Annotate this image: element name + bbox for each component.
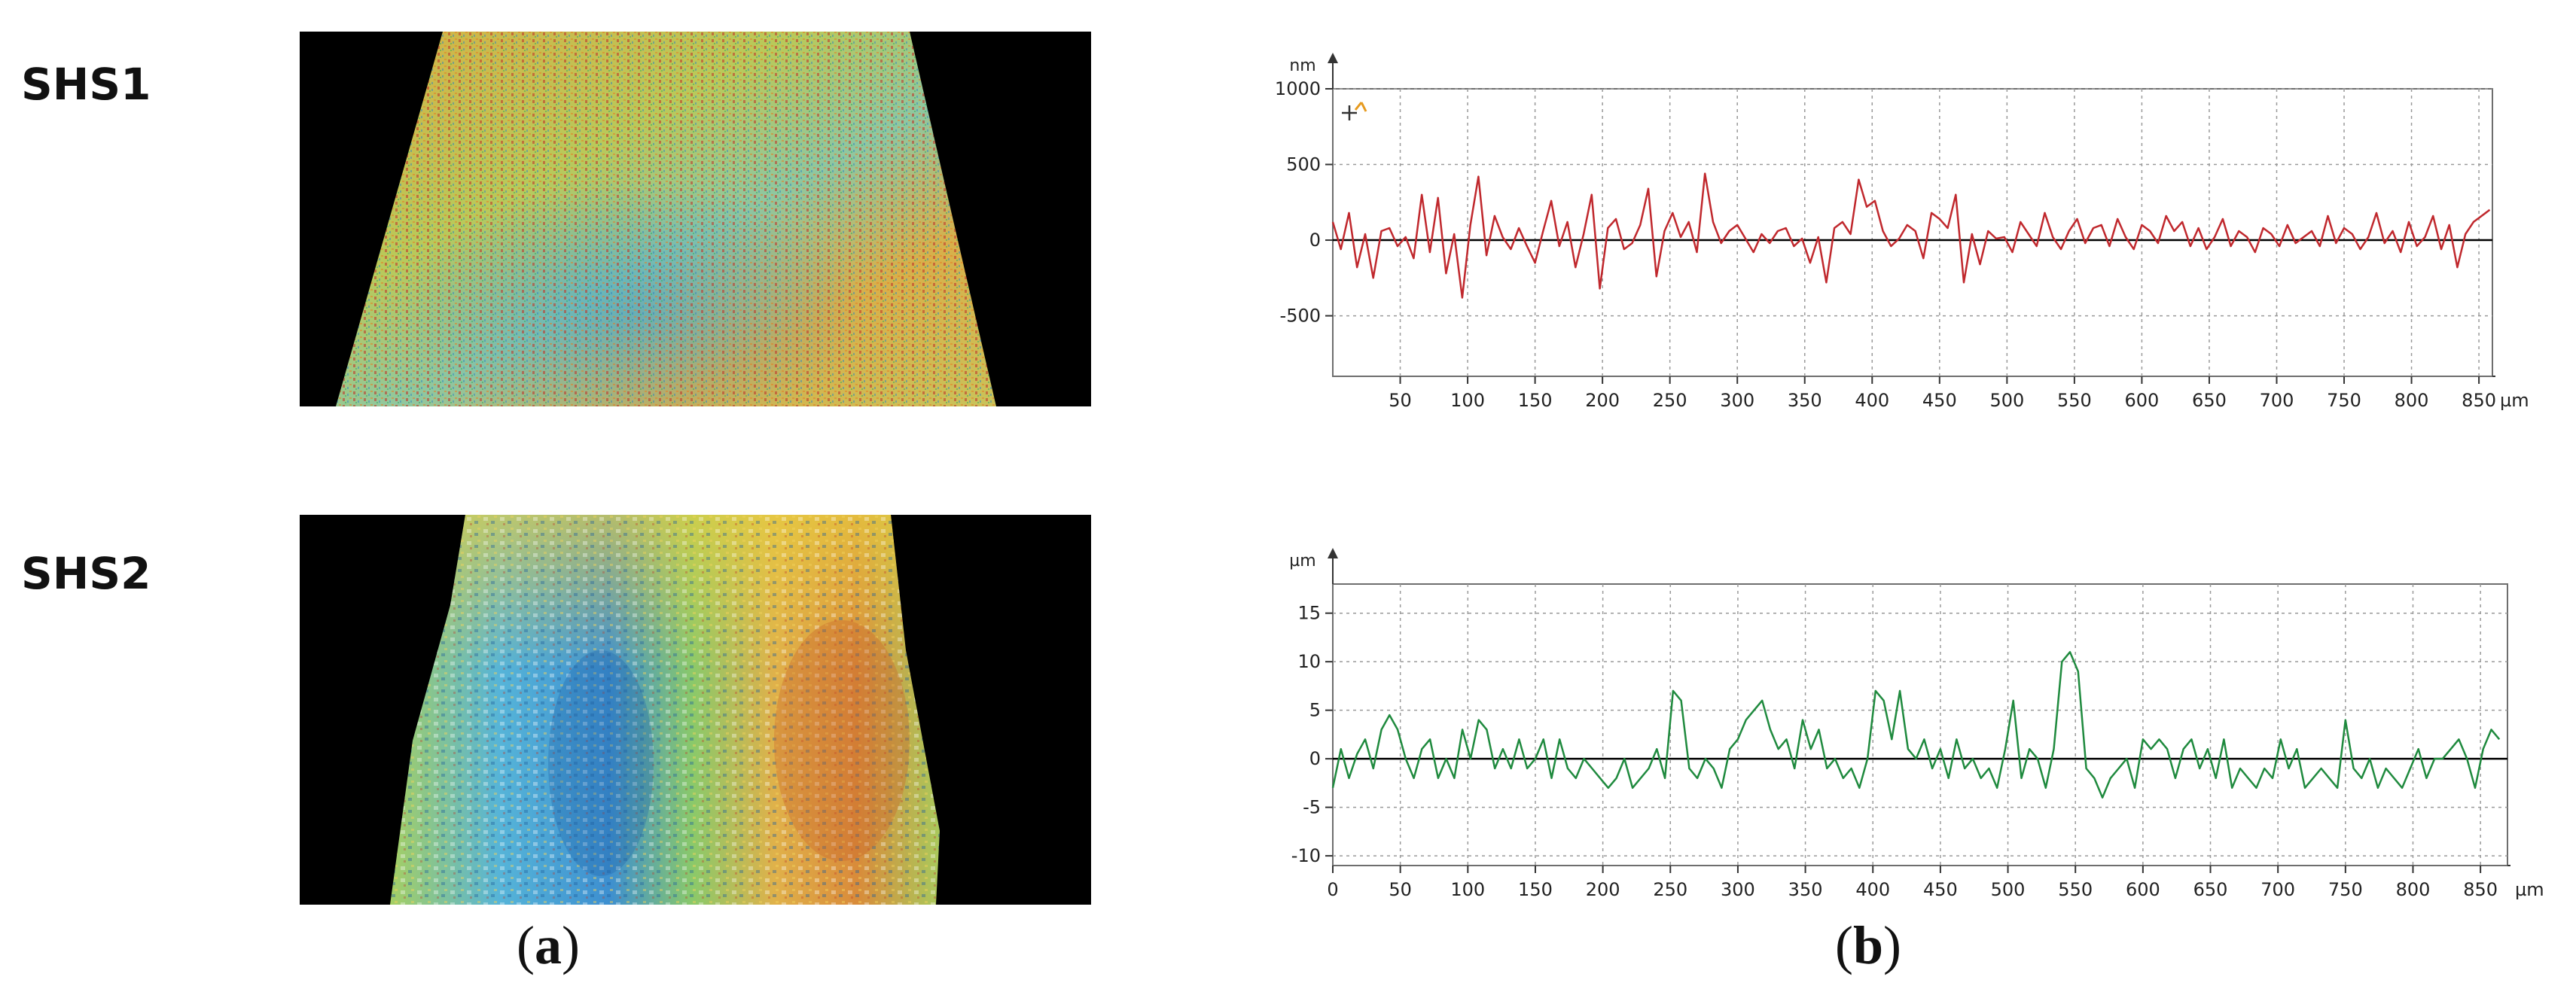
surface-image-shs1 [300,32,1091,406]
x-tick-label: 850 [2463,879,2498,900]
x-tick-label: 300 [1721,879,1755,900]
y-tick-label: -500 [1280,306,1321,327]
y-tick-label: 1000 [1275,78,1321,99]
profile-line-shs2 [1331,651,2501,799]
x-tick-label: 750 [2327,390,2361,411]
x-tick-label: 150 [1518,879,1553,900]
y-axis-arrowhead [1328,53,1338,63]
x-tick-label: 250 [1653,390,1687,411]
x-tick-label: 350 [1788,390,1822,411]
profile-chart-shs2: 0 50 100 150 200 250 300 350 400 450 500 550 600 650 7… [1235,542,2560,911]
x-tick-label: 0 [1327,879,1338,900]
plot-frame [1332,583,2508,866]
x-tick-label: 450 [1922,390,1957,411]
x-tick-label: 150 [1518,390,1553,411]
crosshair-icon [1342,102,1367,120]
x-tick-label: 50 [1389,390,1412,411]
profile-chart-shs1: 50 100 150 200 250 300 350 400 450 500 550 600 650 70… [1235,36,2560,427]
x-tick-label: 500 [1991,879,2026,900]
y-tick-label: 500 [1286,154,1321,175]
row-label-shs2: SHS2 [21,548,151,599]
x-tick-label: 300 [1720,390,1754,411]
x-tick-label: 400 [1855,390,1889,411]
x-tick-label: 50 [1389,879,1412,900]
y-tick-label: -10 [1291,845,1321,866]
x-tick-label: 700 [2260,390,2294,411]
x-tick-label: 800 [2395,390,2429,411]
panel-label-a: (a) [517,915,580,975]
x-tick-label: 550 [2057,390,2092,411]
y-tick-label: 5 [1309,700,1321,721]
x-tick-label: 650 [2192,390,2227,411]
x-unit-label: µm [2515,879,2544,900]
x-tick-label: 500 [1989,390,2024,411]
x-tick-label: 750 [2328,879,2363,900]
y-tick-label: 0 [1309,230,1321,251]
row-label-shs1: SHS1 [21,59,151,110]
y-unit-label: µm [1289,552,1315,571]
x-tick-label: 450 [1923,879,1958,900]
x-tick-label: 250 [1653,879,1687,900]
x-tick-label: 650 [2193,879,2228,900]
y-tick-label: 0 [1309,748,1321,769]
x-tick-label: 100 [1450,390,1485,411]
x-tick-label: 800 [2396,879,2431,900]
y-tick-label: 15 [1297,603,1321,624]
y-tick-label: 10 [1297,651,1321,672]
x-tick-label: 850 [2462,390,2496,411]
surface-image-shs2 [300,515,1091,905]
x-tick-label: 100 [1450,879,1485,900]
y-tick-label: -5 [1303,797,1321,818]
y-axis-arrowhead [1328,548,1338,558]
x-tick-label: 200 [1586,879,1620,900]
x-tick-label: 350 [1788,879,1823,900]
panel-label-b: (b) [1835,915,1902,975]
y-unit-label: nm [1289,56,1315,75]
x-tick-label: 400 [1855,879,1890,900]
profile-line-shs1 [1331,172,2491,299]
x-tick-label: 600 [2125,390,2160,411]
x-tick-label: 200 [1585,390,1620,411]
x-tick-label: 550 [2058,879,2093,900]
x-unit-label: µm [2500,390,2529,411]
x-tick-label: 600 [2126,879,2160,900]
plot-frame [1332,88,2493,377]
x-tick-label: 700 [2260,879,2295,900]
